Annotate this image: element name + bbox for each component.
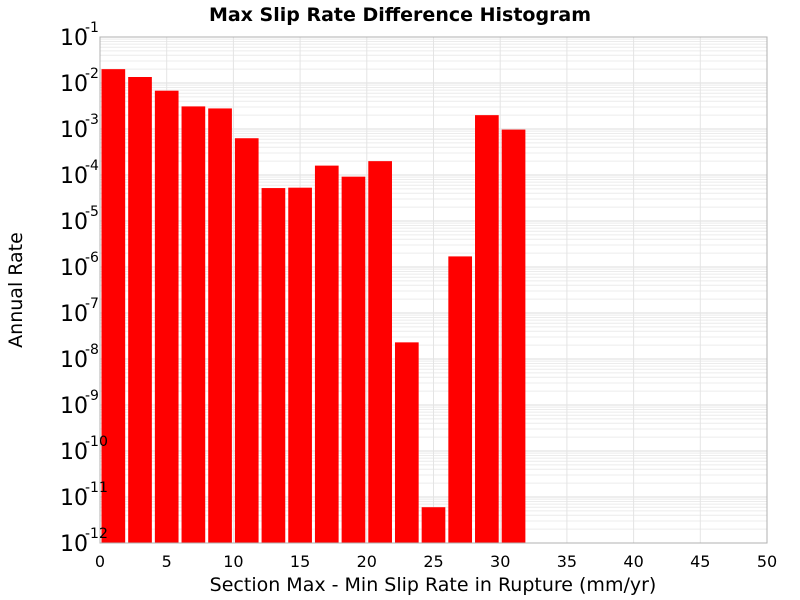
histogram-bar: [288, 187, 312, 544]
y-tick-label: 10-1: [60, 20, 99, 51]
histogram-bar: [314, 165, 339, 543]
histogram-bar: [368, 161, 392, 543]
x-tick-label: 35: [557, 552, 577, 571]
x-tick-label: 40: [623, 552, 643, 571]
y-tick-base: 10: [60, 302, 88, 327]
y-tick-label: 10-11: [60, 480, 108, 511]
plot-border: [99, 36, 768, 544]
y-tick-exponent: -12: [85, 526, 108, 542]
y-tick-base: 10: [60, 256, 88, 281]
y-tick-exponent: -7: [85, 296, 99, 312]
y-tick-exponent: -1: [85, 20, 99, 36]
x-tick-label: 15: [290, 552, 310, 571]
y-tick-exponent: -5: [85, 204, 99, 220]
x-tick-label: 10: [223, 552, 243, 571]
y-tick-exponent: -11: [85, 480, 108, 496]
histogram-bar: [501, 129, 526, 543]
chart-title: Max Slip Rate Difference Histogram: [209, 4, 591, 26]
x-tick-label: 20: [357, 552, 377, 571]
histogram-bar: [128, 77, 152, 544]
histogram-bar: [394, 342, 419, 543]
y-tick-exponent: -4: [85, 158, 99, 174]
y-tick-base: 10: [60, 348, 88, 373]
x-axis-label: Section Max - Min Slip Rate in Rupture (…: [210, 574, 657, 596]
y-tick-label: 10-5: [60, 204, 99, 235]
x-tick-label: 45: [690, 552, 710, 571]
bars: [101, 69, 526, 544]
y-tick-label: 10-3: [60, 112, 99, 143]
histogram-bar: [475, 115, 499, 543]
histogram-bar: [154, 90, 179, 543]
histogram-bar: [341, 176, 366, 543]
histogram-bar: [421, 507, 446, 543]
y-tick-base: 10: [60, 440, 88, 465]
y-tick-base: 10: [60, 532, 88, 557]
histogram-bar: [101, 69, 126, 543]
y-axis-label: Annual Rate: [5, 232, 27, 348]
y-tick-label: 10-2: [60, 66, 99, 97]
y-tick-base: 10: [60, 26, 88, 51]
y-tick-label: 10-10: [60, 434, 108, 465]
x-tick-label: 0: [95, 552, 105, 571]
histogram-bar: [208, 108, 232, 544]
y-tick-base: 10: [60, 394, 88, 419]
histogram-bar: [261, 188, 286, 543]
y-tick-base: 10: [60, 210, 88, 235]
y-tick-labels: 10-1210-1110-1010-910-810-710-610-510-41…: [60, 20, 108, 557]
y-tick-exponent: -2: [85, 66, 99, 82]
x-tick-label: 5: [162, 552, 172, 571]
x-tick-label: 50: [757, 552, 777, 571]
y-tick-exponent: -6: [85, 250, 99, 266]
y-tick-label: 10-7: [60, 296, 99, 327]
y-tick-label: 10-6: [60, 250, 99, 281]
y-tick-label: 10-12: [60, 526, 108, 557]
y-tick-exponent: -3: [85, 112, 99, 128]
histogram-bar: [448, 256, 473, 543]
y-tick-base: 10: [60, 118, 88, 143]
x-tick-label: 30: [490, 552, 510, 571]
y-tick-label: 10-4: [60, 158, 99, 189]
y-tick-exponent: -10: [85, 434, 108, 450]
y-tick-label: 10-9: [60, 388, 99, 419]
y-tick-base: 10: [60, 72, 88, 97]
x-tick-labels: 0 5 10 15 20 25 30 35 40 45 50: [95, 552, 777, 571]
y-tick-exponent: -8: [85, 342, 99, 358]
histogram-bar: [181, 106, 206, 543]
y-tick-label: 10-8: [60, 342, 99, 373]
histogram-bar: [234, 138, 259, 543]
y-tick-exponent: -9: [85, 388, 99, 404]
y-tick-base: 10: [60, 164, 88, 189]
x-tick-label: 25: [423, 552, 443, 571]
y-tick-base: 10: [60, 486, 88, 511]
